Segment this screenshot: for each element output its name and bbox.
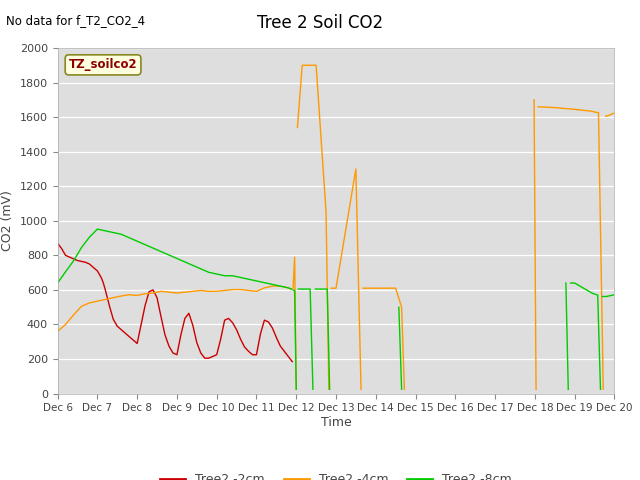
Tree2 -8cm — [157, 249, 165, 254]
Tree2 -4cm — [125, 292, 133, 298]
Tree2 -4cm — [165, 289, 173, 295]
Tree2 -8cm — [197, 266, 205, 272]
Text: TZ_soilco2: TZ_soilco2 — [68, 59, 138, 72]
Tree2 -8cm — [269, 281, 276, 287]
Tree2 -4cm — [70, 312, 77, 318]
Tree2 -4cm — [133, 293, 141, 299]
Tree2 -8cm — [181, 259, 189, 265]
Tree2 -4cm — [93, 298, 101, 304]
Text: No data for f_T2_CO2_4: No data for f_T2_CO2_4 — [6, 14, 145, 27]
X-axis label: Time: Time — [321, 416, 351, 429]
Tree2 -8cm — [260, 280, 268, 286]
Tree2 -8cm — [102, 228, 109, 234]
Tree2 -4cm — [157, 288, 165, 294]
Tree2 -8cm — [237, 275, 244, 280]
Tree2 -8cm — [149, 245, 157, 251]
Tree2 -2cm — [99, 280, 107, 286]
Tree2 -4cm — [276, 283, 284, 289]
Tree2 -4cm — [284, 285, 292, 291]
Tree2 -4cm — [54, 328, 61, 334]
Tree2 -8cm — [287, 286, 295, 292]
Tree2 -8cm — [213, 271, 221, 277]
Tree2 -2cm — [54, 240, 61, 246]
Tree2 -8cm — [284, 285, 292, 291]
Tree2 -4cm — [141, 291, 149, 297]
Tree2 -8cm — [189, 263, 196, 268]
Tree2 -4cm — [213, 288, 221, 294]
Tree2 -4cm — [181, 289, 189, 295]
Tree2 -2cm — [137, 322, 145, 327]
Tree2 -2cm — [149, 287, 157, 293]
Tree2 -8cm — [54, 280, 61, 286]
Tree2 -8cm — [86, 234, 93, 240]
Tree2 -8cm — [173, 255, 180, 261]
Tree2 -4cm — [228, 287, 236, 292]
Tree2 -8cm — [70, 258, 77, 264]
Text: Tree 2 Soil CO2: Tree 2 Soil CO2 — [257, 14, 383, 33]
Y-axis label: CO2 (mV): CO2 (mV) — [1, 191, 14, 251]
Tree2 -8cm — [253, 278, 260, 284]
Tree2 -4cm — [86, 300, 93, 306]
Tree2 -4cm — [61, 322, 69, 327]
Tree2 -8cm — [93, 226, 101, 232]
Tree2 -4cm — [269, 283, 276, 289]
Tree2 -2cm — [289, 359, 296, 364]
Tree2 -8cm — [141, 242, 149, 248]
Tree2 -4cm — [205, 288, 212, 294]
Tree2 -4cm — [189, 288, 196, 294]
Tree2 -8cm — [109, 229, 117, 235]
Tree2 -4cm — [287, 286, 295, 292]
Tree2 -8cm — [77, 245, 85, 251]
Tree2 -4cm — [149, 290, 157, 296]
Line: Tree2 -8cm: Tree2 -8cm — [58, 229, 291, 289]
Tree2 -4cm — [221, 288, 228, 293]
Tree2 -4cm — [109, 295, 117, 300]
Tree2 -8cm — [125, 235, 133, 240]
Tree2 -8cm — [205, 269, 212, 275]
Tree2 -8cm — [117, 231, 125, 237]
Tree2 -4cm — [260, 285, 268, 291]
Tree2 -8cm — [221, 273, 228, 278]
Tree2 -4cm — [244, 288, 252, 293]
Tree2 -4cm — [117, 293, 125, 299]
Tree2 -2cm — [86, 261, 93, 267]
Tree2 -8cm — [276, 283, 284, 289]
Tree2 -8cm — [165, 252, 173, 258]
Tree2 -4cm — [253, 288, 260, 294]
Tree2 -4cm — [237, 287, 244, 292]
Line: Tree2 -4cm: Tree2 -4cm — [58, 286, 291, 331]
Tree2 -4cm — [77, 303, 85, 309]
Line: Tree2 -2cm: Tree2 -2cm — [58, 243, 292, 361]
Legend: Tree2 -2cm, Tree2 -4cm, Tree2 -8cm: Tree2 -2cm, Tree2 -4cm, Tree2 -8cm — [156, 468, 516, 480]
Tree2 -8cm — [133, 238, 141, 244]
Tree2 -8cm — [228, 273, 236, 278]
Tree2 -8cm — [244, 276, 252, 282]
Tree2 -4cm — [173, 290, 180, 296]
Tree2 -4cm — [197, 288, 205, 293]
Tree2 -8cm — [61, 269, 69, 275]
Tree2 -4cm — [102, 297, 109, 302]
Tree2 -2cm — [276, 343, 284, 349]
Tree2 -2cm — [228, 320, 236, 325]
